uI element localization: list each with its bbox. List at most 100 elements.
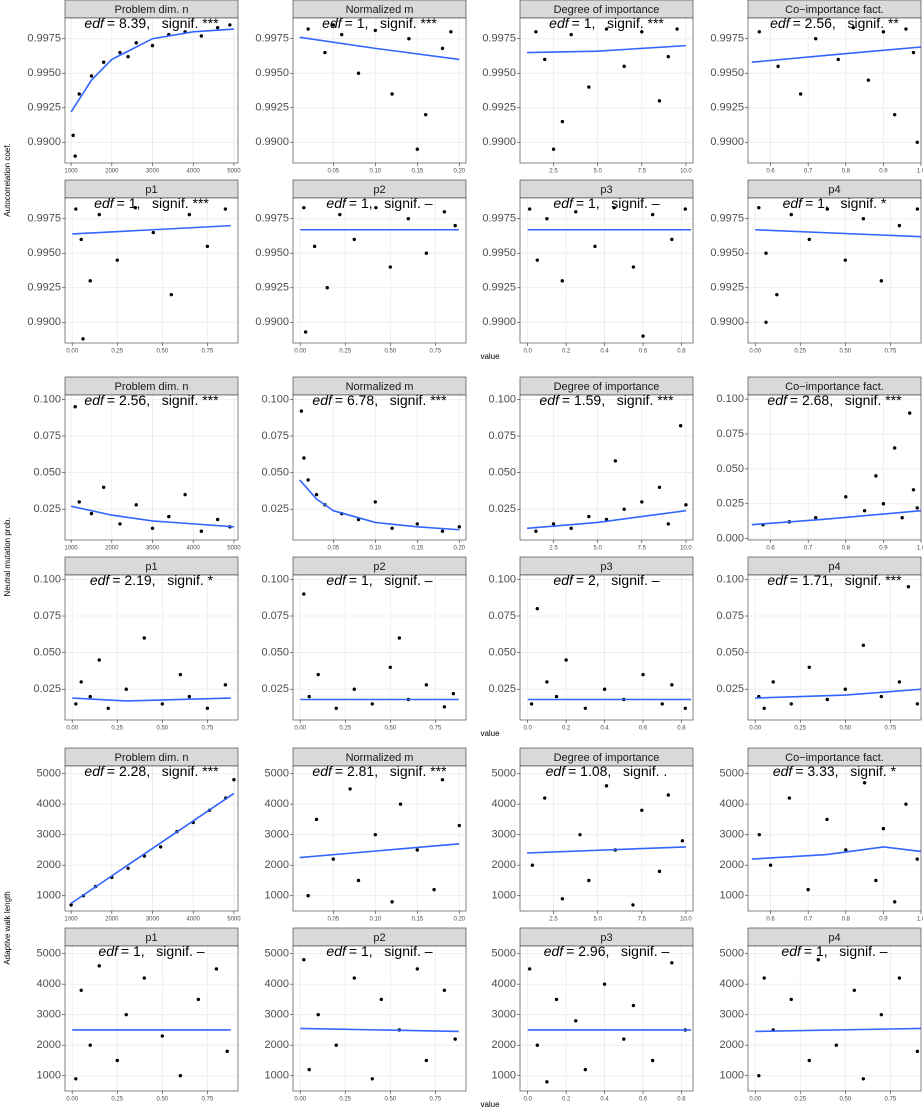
point <box>892 900 897 904</box>
panel-background <box>293 766 466 911</box>
point <box>302 958 306 962</box>
x-tick-label: 0.25 <box>111 349 123 355</box>
x-tick-label: 2000 <box>105 169 119 175</box>
x-tick-label: 0.0 <box>524 349 533 355</box>
annotation-text: = 1, signif. – <box>349 943 433 959</box>
y-tick-label: 0.075 <box>261 610 289 622</box>
point <box>683 706 688 710</box>
annotation-text: = 2.81, signif. *** <box>335 763 447 779</box>
point <box>874 474 878 478</box>
y-tick-label: 0.9900 <box>482 136 516 148</box>
panel-border <box>747 197 922 344</box>
point <box>545 217 549 221</box>
x-tick-label: 0.8 <box>677 1097 686 1103</box>
x-tick-label: 0.8 <box>677 349 686 355</box>
annotation-text: = 8.39, signif. *** <box>107 15 219 31</box>
y-tick-label: 0.9925 <box>27 282 61 294</box>
point <box>457 525 461 529</box>
point <box>757 205 761 210</box>
fit-line <box>526 509 687 530</box>
y-tick-label: 2000 <box>265 859 289 871</box>
annotation-edf: edf <box>94 195 116 211</box>
fit-line <box>751 509 922 526</box>
point <box>415 147 419 151</box>
point <box>534 30 538 34</box>
x-tick-label: 0.4 <box>600 726 609 732</box>
point <box>641 334 645 338</box>
point <box>587 514 591 519</box>
point <box>89 74 94 78</box>
y-tick-label: 0.9950 <box>482 67 516 79</box>
x-tick-label: 3000 <box>146 169 160 175</box>
panel-background <box>65 18 238 163</box>
point <box>578 832 582 837</box>
annotation-edf: edf <box>553 195 575 211</box>
strip-title: p3 <box>600 932 612 944</box>
panel-background <box>65 575 238 720</box>
strip-title: p4 <box>828 561 840 573</box>
point <box>535 1043 539 1047</box>
point <box>228 23 232 27</box>
point <box>215 517 220 522</box>
x-tick-label: 1.0 <box>917 169 923 175</box>
y-tick-label: 0.9975 <box>482 213 516 225</box>
panel-border <box>64 945 239 1092</box>
x-tick-label: 0.20 <box>453 917 465 923</box>
x-tick-label: 0.6 <box>766 546 775 552</box>
point <box>879 694 884 699</box>
annotation-edf: edf <box>84 392 106 408</box>
point <box>302 456 306 460</box>
point <box>134 503 138 507</box>
point <box>302 592 306 596</box>
y-axis-title: Neutral mutation prob. <box>3 517 12 596</box>
y-tick-label: 3000 <box>265 1009 289 1021</box>
panel-background <box>65 946 238 1091</box>
annotation-text: = 1.71, signif. *** <box>790 572 902 588</box>
annotation: edf = 1, signif. – <box>326 195 432 211</box>
point <box>757 832 761 837</box>
point <box>535 258 539 262</box>
x-tick-label: 0.50 <box>384 349 396 355</box>
x-tick-label: 0.00 <box>294 1097 306 1103</box>
point <box>683 207 688 211</box>
y-tick-label: 0.100 <box>488 573 516 585</box>
point <box>771 680 775 684</box>
annotation: edf = 1.59, signif. *** <box>539 392 674 408</box>
point <box>551 147 556 151</box>
x-tick-label: 0.25 <box>794 1097 806 1103</box>
annotation-edf: edf <box>90 572 112 588</box>
strip-title: Co−importance fact. <box>785 4 884 16</box>
panel-border <box>64 17 239 164</box>
point <box>560 897 565 901</box>
x-tick-label: 5.0 <box>594 169 603 175</box>
point <box>678 424 683 428</box>
y-tick-label: 0.050 <box>33 647 61 659</box>
annotation-text: = 2.68, signif. *** <box>790 392 902 408</box>
y-tick-label: 2000 <box>720 859 744 871</box>
point <box>583 1067 588 1072</box>
point <box>299 409 304 413</box>
point <box>215 25 220 30</box>
annotation-text: = 2, signif. – <box>576 572 660 588</box>
point <box>398 802 403 806</box>
point <box>798 92 803 96</box>
x-tick-label: 0.9 <box>879 546 888 552</box>
point <box>196 997 201 1002</box>
point <box>183 492 187 497</box>
x-tick-label: 3000 <box>146 546 160 552</box>
point <box>640 30 644 34</box>
point <box>74 702 78 706</box>
point <box>641 672 645 677</box>
y-tick-label: 0.9950 <box>482 247 516 259</box>
x-tick-label: 0.20 <box>453 546 465 552</box>
point <box>897 976 902 980</box>
point <box>169 292 174 297</box>
annotation-text: = 2.19, signif. * <box>112 572 213 588</box>
panel-border <box>64 394 239 541</box>
point <box>813 515 818 520</box>
point <box>160 1034 165 1038</box>
point <box>397 636 402 640</box>
y-tick-label: 0.9900 <box>482 316 516 328</box>
point <box>199 529 204 533</box>
point <box>844 848 848 852</box>
